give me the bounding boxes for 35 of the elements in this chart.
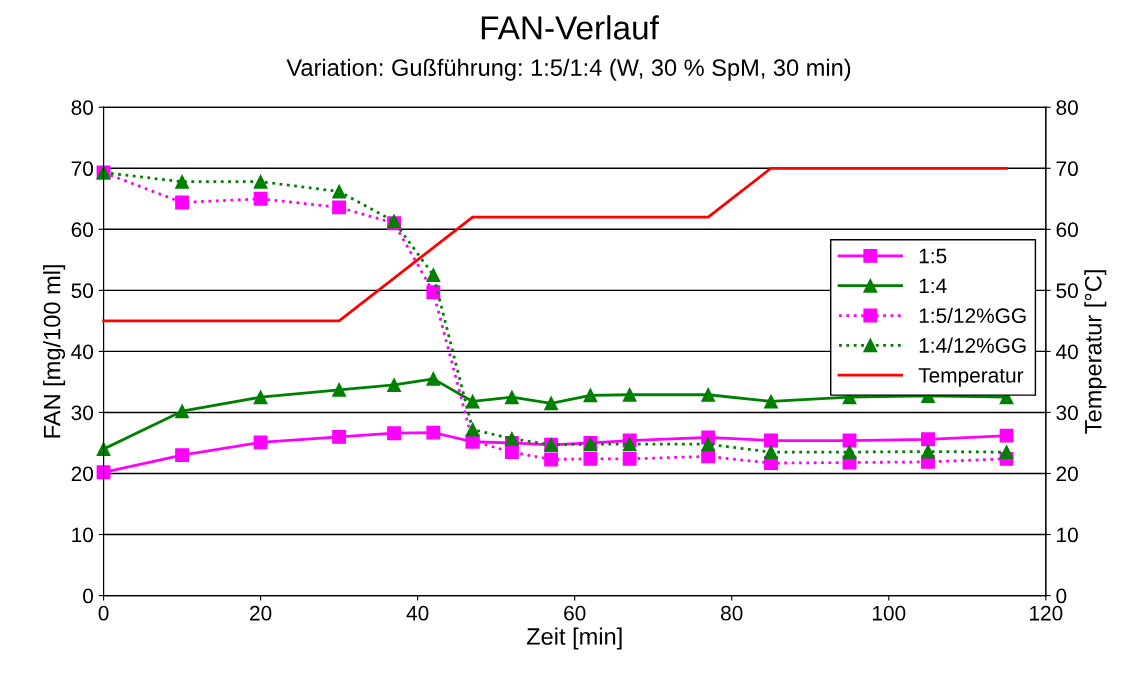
- x-tick-label: 60: [564, 605, 586, 621]
- y-tick-label: 20: [71, 466, 94, 482]
- x-tick-label: 20: [250, 605, 272, 621]
- legend-label: 1:5: [919, 248, 947, 264]
- y-axis-title: FAN [mg/100 ml]: [43, 265, 66, 438]
- y-tick-label: 80: [71, 100, 94, 115]
- legend-label: 1:4/12%GG: [919, 337, 1026, 353]
- y2-axis-title: Temperatur [°C]: [1084, 270, 1107, 434]
- y-tick-label: 30: [71, 405, 94, 421]
- y-tick-label: 50: [71, 283, 94, 299]
- legend-label: 1:4: [919, 278, 947, 293]
- y2-tick-label: 50: [1056, 283, 1078, 299]
- x-tick-label: 100: [872, 605, 906, 621]
- y2-tick-label: 30: [1056, 405, 1078, 421]
- y2-tick-label: 70: [1056, 161, 1078, 177]
- chart-subtitle: Variation: Gußführung: 1:5/1:4 (W, 30 % SpM, 30 min): [286, 58, 851, 81]
- x-tick-label: 40: [406, 605, 429, 621]
- y2-tick-label: 10: [1057, 527, 1078, 543]
- x-axis-title: Zeit [min]: [526, 627, 622, 650]
- y2-tick-label: 20: [1056, 466, 1078, 482]
- y-tick-label: 60: [71, 222, 94, 238]
- y-tick-label: 70: [71, 161, 94, 177]
- x-tick-label: 120: [1030, 605, 1063, 621]
- y2-tick-label: 80: [1056, 100, 1078, 115]
- x-tick-label: 80: [721, 605, 743, 621]
- y2-tick-label: 60: [1056, 222, 1078, 238]
- y2-tick-label: 40: [1056, 344, 1078, 360]
- y-tick-label: 10: [72, 527, 94, 543]
- y-tick-label: 0: [83, 588, 94, 604]
- y-tick-label: 40: [71, 344, 94, 360]
- y2-tick-label: 0: [1056, 588, 1067, 604]
- x-tick-label: 0: [98, 605, 109, 621]
- legend-label: Temperatur: [918, 368, 1024, 387]
- chart-title: FAN-Verlauf: [481, 15, 659, 40]
- legend-label: 1:5/12%GG: [919, 307, 1026, 324]
